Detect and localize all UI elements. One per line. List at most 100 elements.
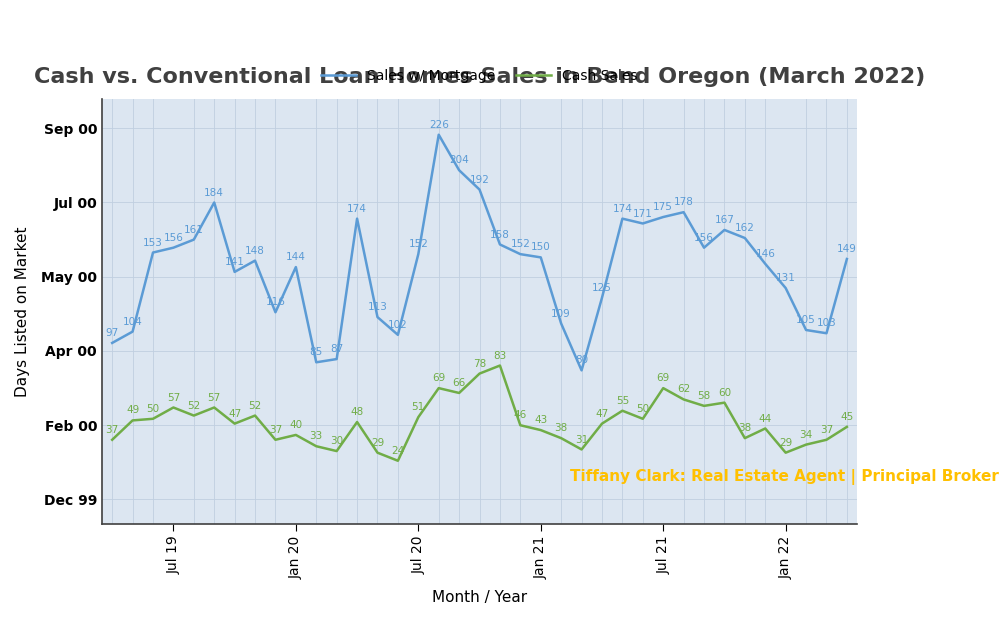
Cash Sales [412, 414, 424, 421]
Text: 50: 50 [636, 404, 649, 414]
Cash Sales [576, 446, 588, 453]
Sales w/ Mortgage [616, 215, 628, 223]
Text: 104: 104 [123, 317, 143, 327]
Text: 148: 148 [245, 246, 265, 255]
Cash Sales [841, 423, 853, 430]
Cash Sales [433, 384, 445, 392]
Text: 158: 158 [490, 229, 510, 239]
Text: 38: 38 [739, 423, 752, 433]
Text: 37: 37 [106, 425, 119, 435]
Cash Sales [269, 436, 281, 443]
Cash Sales [535, 427, 547, 434]
Text: 149: 149 [837, 244, 857, 254]
Text: 47: 47 [595, 409, 609, 419]
Text: 162: 162 [735, 223, 755, 233]
Cash Sales [637, 415, 649, 422]
Text: 167: 167 [715, 215, 735, 225]
Text: 97: 97 [106, 328, 119, 338]
Text: 47: 47 [228, 409, 241, 419]
Text: 55: 55 [616, 396, 629, 405]
Text: 40: 40 [289, 420, 303, 430]
Sales w/ Mortgage [107, 339, 119, 347]
Cash Sales [228, 420, 240, 427]
Text: 226: 226 [429, 120, 448, 130]
Text: 34: 34 [799, 430, 813, 440]
Text: 57: 57 [208, 392, 221, 402]
Cash Sales [698, 402, 711, 410]
Text: 30: 30 [330, 436, 344, 446]
Text: 66: 66 [452, 378, 465, 388]
Cash Sales [800, 441, 812, 448]
Cash Sales [493, 362, 506, 370]
Text: 144: 144 [285, 252, 306, 262]
Text: 33: 33 [310, 432, 323, 441]
Text: 103: 103 [817, 318, 836, 329]
Text: 60: 60 [718, 388, 731, 397]
Sales w/ Mortgage [147, 249, 159, 256]
Sales w/ Mortgage [188, 236, 200, 243]
Text: 38: 38 [555, 423, 568, 433]
Cash Sales [820, 436, 832, 443]
Cash Sales [657, 384, 669, 392]
Text: 85: 85 [310, 347, 323, 357]
Sales w/ Mortgage [841, 255, 853, 263]
Text: 174: 174 [347, 204, 367, 214]
Sales w/ Mortgage [289, 264, 302, 271]
Sales w/ Mortgage [780, 285, 792, 292]
Text: 50: 50 [147, 404, 160, 414]
Cash Sales [473, 370, 485, 378]
Sales w/ Mortgage [249, 257, 261, 264]
Sales w/ Mortgage [820, 329, 832, 337]
Text: 83: 83 [493, 350, 507, 361]
Sales w/ Mortgage [576, 366, 588, 374]
Text: 52: 52 [248, 401, 261, 410]
Text: 146: 146 [756, 249, 775, 259]
Text: 102: 102 [388, 320, 408, 330]
Text: 62: 62 [677, 384, 690, 394]
Text: 45: 45 [840, 412, 853, 422]
Sales w/ Mortgage [208, 199, 220, 206]
Text: 152: 152 [408, 239, 428, 249]
Sales w/ Mortgage [739, 234, 751, 242]
Cash Sales [392, 457, 404, 464]
Text: 171: 171 [633, 208, 652, 218]
Text: 125: 125 [592, 283, 612, 293]
Sales w/ Mortgage [719, 226, 731, 234]
Text: 69: 69 [656, 373, 670, 383]
Cash Sales [596, 420, 608, 427]
Sales w/ Mortgage [433, 131, 445, 138]
Text: 153: 153 [143, 237, 163, 247]
Cash Sales [331, 448, 343, 455]
Text: 46: 46 [514, 410, 527, 420]
Sales w/ Mortgage [759, 260, 771, 268]
Text: 37: 37 [820, 425, 833, 435]
Sales w/ Mortgage [596, 294, 608, 301]
Text: 150: 150 [531, 242, 551, 252]
Y-axis label: Days Listed on Market: Days Listed on Market [15, 226, 30, 397]
Cash Sales [351, 418, 363, 426]
Cash Sales [372, 449, 384, 456]
Text: 174: 174 [612, 204, 632, 214]
Text: 48: 48 [351, 407, 364, 417]
Legend: Sales w/ Mortgage, Cash Sales: Sales w/ Mortgage, Cash Sales [316, 64, 643, 89]
Sales w/ Mortgage [453, 167, 465, 174]
Cash Sales [616, 407, 628, 414]
Text: 29: 29 [779, 438, 792, 448]
Text: 69: 69 [432, 373, 445, 383]
Cash Sales [147, 415, 159, 422]
Text: 116: 116 [265, 298, 285, 308]
Text: 175: 175 [653, 202, 673, 212]
Text: 37: 37 [268, 425, 282, 435]
Cash Sales [188, 412, 200, 419]
Text: 58: 58 [697, 391, 711, 401]
Text: 113: 113 [368, 302, 388, 312]
Sales w/ Mortgage [127, 328, 139, 335]
Text: 51: 51 [412, 402, 425, 412]
Sales w/ Mortgage [331, 355, 343, 363]
Text: 49: 49 [126, 405, 140, 415]
Text: 29: 29 [371, 438, 384, 448]
Text: 87: 87 [330, 344, 344, 354]
Line: Sales w/ Mortgage: Sales w/ Mortgage [113, 135, 847, 370]
Sales w/ Mortgage [311, 358, 323, 366]
Text: 52: 52 [187, 401, 200, 410]
